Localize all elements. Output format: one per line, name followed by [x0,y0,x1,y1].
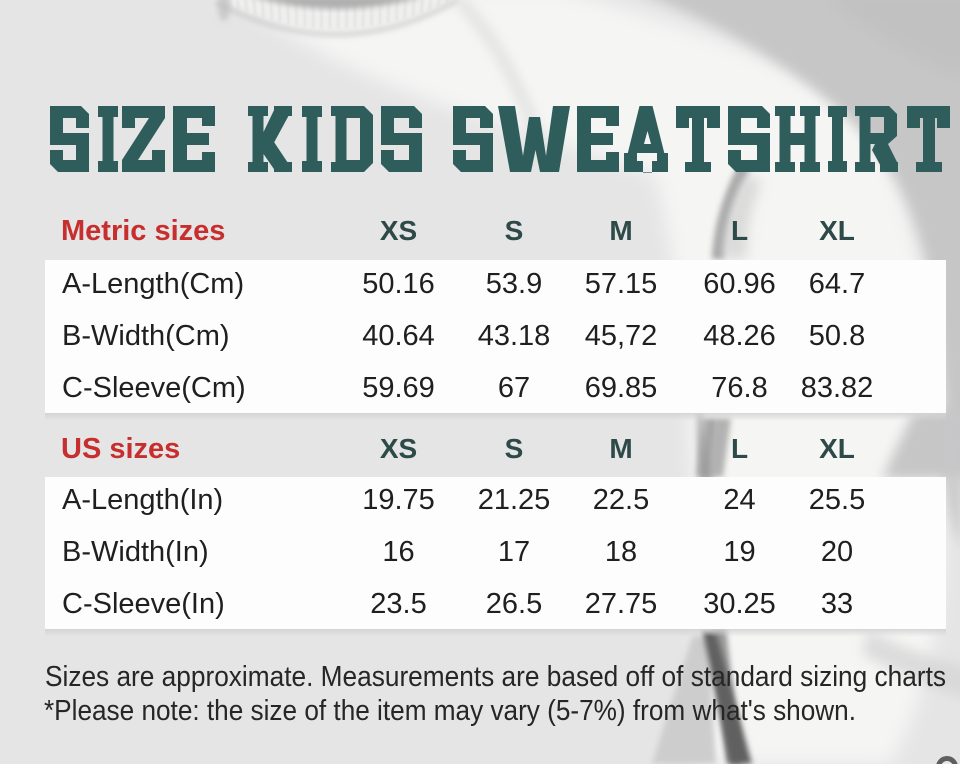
svg-text:53.9: 53.9 [486,268,542,300]
svg-text:50.8: 50.8 [809,320,865,352]
svg-text:69.85: 69.85 [585,372,658,404]
svg-text:Sizes are approximate. Measure: Sizes are approximate. Measurements are … [45,661,946,693]
svg-text:27.75: 27.75 [585,588,658,620]
svg-text:17: 17 [498,536,530,568]
svg-text:C-Sleeve(Cm): C-Sleeve(Cm) [62,372,246,404]
svg-text:64.7: 64.7 [809,268,865,300]
svg-text:24: 24 [723,484,755,516]
svg-text:XL: XL [819,433,855,464]
svg-text:L: L [731,215,748,246]
svg-text:S: S [505,433,524,464]
svg-text:45,72: 45,72 [585,320,658,352]
svg-text:A-Length(Cm): A-Length(Cm) [62,268,244,300]
svg-text:XS: XS [380,433,417,464]
svg-text:57.15: 57.15 [585,268,658,300]
svg-text:B-Width(In): B-Width(In) [62,536,209,568]
svg-text:16: 16 [382,536,414,568]
svg-text:67: 67 [498,372,530,404]
svg-text:B-Width(Cm): B-Width(Cm) [62,320,230,352]
svg-text:23.5: 23.5 [370,588,426,620]
svg-text:19.75: 19.75 [362,484,435,516]
svg-text:XS: XS [380,215,417,246]
svg-text:48.26: 48.26 [703,320,776,352]
svg-text:26.5: 26.5 [486,588,542,620]
svg-text:59.69: 59.69 [362,372,435,404]
svg-text:30.25: 30.25 [703,588,776,620]
svg-text:21.25: 21.25 [478,484,551,516]
svg-text:60.96: 60.96 [703,268,776,300]
svg-text:20: 20 [821,536,853,568]
svg-text:Metric sizes: Metric sizes [61,215,225,247]
svg-text:M: M [609,215,632,246]
svg-text:US sizes: US sizes [61,433,180,465]
svg-text:22.5: 22.5 [593,484,649,516]
svg-text:M: M [609,433,632,464]
svg-text:19: 19 [723,536,755,568]
svg-text:18: 18 [605,536,637,568]
svg-text:L: L [731,433,748,464]
svg-text:83.82: 83.82 [801,372,874,404]
svg-text:25.5: 25.5 [809,484,865,516]
svg-text:XL: XL [819,215,855,246]
svg-text:C-Sleeve(In): C-Sleeve(In) [62,588,225,620]
svg-text:40.64: 40.64 [362,320,435,352]
svg-text:33: 33 [821,588,853,620]
svg-text:A-Length(In): A-Length(In) [62,484,223,516]
svg-text:50.16: 50.16 [362,268,435,300]
svg-text:43.18: 43.18 [478,320,551,352]
svg-text:*Please note: the size of the: *Please note: the size of the item may v… [44,695,856,727]
svg-text:S: S [505,215,524,246]
svg-text:76.8: 76.8 [711,372,767,404]
